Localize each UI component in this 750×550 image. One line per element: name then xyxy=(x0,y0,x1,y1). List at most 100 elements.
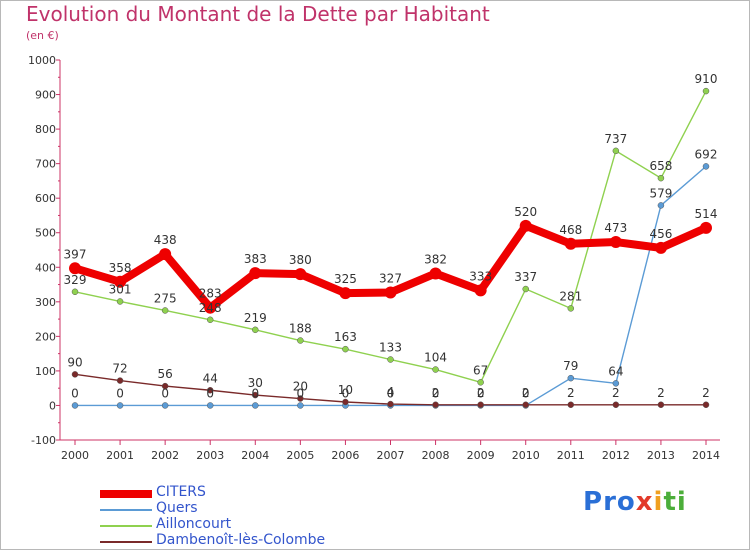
data-point xyxy=(206,316,214,324)
x-tick-label: 2012 xyxy=(602,449,630,462)
chart-unit: (en €) xyxy=(26,29,59,42)
y-tick-label: 700 xyxy=(35,158,56,171)
x-tick-label: 2004 xyxy=(241,449,269,462)
data-label: 329 xyxy=(64,273,87,287)
data-point xyxy=(116,377,124,384)
data-point xyxy=(342,398,349,406)
data-label: 0 xyxy=(387,386,395,400)
data-label: 281 xyxy=(559,289,582,303)
data-point xyxy=(567,305,575,312)
data-label: 2 xyxy=(612,386,620,400)
data-point xyxy=(342,345,349,353)
data-point xyxy=(702,401,710,409)
x-tick-label: 2005 xyxy=(286,449,314,462)
data-label: 337 xyxy=(514,270,537,284)
data-point xyxy=(161,402,169,409)
data-point xyxy=(474,284,487,297)
data-point xyxy=(657,174,665,182)
x-tick-label: 2008 xyxy=(422,449,450,462)
data-point xyxy=(612,401,620,409)
data-label: 219 xyxy=(244,311,267,325)
y-tick-label: 800 xyxy=(35,123,56,136)
data-label: 333 xyxy=(469,269,492,283)
data-point xyxy=(387,356,394,363)
data-point xyxy=(71,402,79,409)
x-tick-label: 2009 xyxy=(467,449,495,462)
data-point xyxy=(522,401,529,409)
data-point xyxy=(702,163,710,170)
data-point xyxy=(700,221,712,234)
data-label: 10 xyxy=(338,383,353,397)
data-point xyxy=(114,275,127,288)
y-tick-label: -100 xyxy=(31,434,56,447)
y-tick-label: 300 xyxy=(35,296,56,309)
data-label: 382 xyxy=(424,252,447,266)
legend-swatch xyxy=(100,509,152,511)
data-point xyxy=(294,268,307,281)
y-tick-label: 400 xyxy=(35,261,56,274)
legend-label: Ailloncourt xyxy=(156,516,232,532)
data-label: 67 xyxy=(473,363,488,377)
data-label: 0 xyxy=(116,386,124,400)
x-tick-label: 2002 xyxy=(151,449,179,462)
data-label: 520 xyxy=(514,205,537,219)
data-label: 737 xyxy=(604,132,627,146)
data-label: 325 xyxy=(334,272,357,286)
data-label: 163 xyxy=(334,330,357,344)
data-point xyxy=(522,285,529,293)
chart-title: Evolution du Montant de la Dette par Hab… xyxy=(26,2,490,26)
data-point xyxy=(384,286,397,299)
data-label: 2 xyxy=(432,386,440,400)
y-tick-label: 1000 xyxy=(28,54,56,67)
data-point xyxy=(702,87,710,95)
data-point xyxy=(252,326,259,334)
x-tick-label: 2001 xyxy=(106,449,134,462)
y-tick-label: 600 xyxy=(35,192,56,205)
data-point xyxy=(161,307,169,314)
x-tick-label: 2013 xyxy=(647,449,675,462)
logo-letter: t xyxy=(663,487,677,517)
data-point xyxy=(612,147,620,155)
data-label: 72 xyxy=(112,362,127,376)
data-label: 358 xyxy=(109,261,132,275)
x-tick-label: 2010 xyxy=(512,449,540,462)
data-point xyxy=(206,402,214,409)
data-label: 383 xyxy=(244,252,267,266)
data-point xyxy=(339,287,352,300)
data-point xyxy=(477,401,484,409)
x-tick-label: 2007 xyxy=(377,449,405,462)
data-point xyxy=(206,387,214,394)
data-point xyxy=(567,401,575,409)
data-label: 0 xyxy=(251,386,259,400)
data-point xyxy=(657,202,665,209)
data-label: 514 xyxy=(695,207,718,221)
data-label: 2 xyxy=(657,386,665,400)
data-point xyxy=(477,379,484,386)
data-label: 20 xyxy=(293,380,308,394)
data-point xyxy=(432,366,439,373)
data-label: 79 xyxy=(563,359,578,373)
data-point xyxy=(116,402,124,409)
data-point xyxy=(297,395,304,402)
data-label: 2 xyxy=(522,386,530,400)
data-label: 473 xyxy=(604,221,627,235)
data-point xyxy=(519,219,532,232)
data-label: 4 xyxy=(387,385,395,399)
data-label: 44 xyxy=(203,371,218,385)
data-label: 56 xyxy=(158,367,173,381)
legend-swatch xyxy=(100,490,152,498)
data-label: 0 xyxy=(297,386,305,400)
data-label: 438 xyxy=(154,233,177,247)
data-point xyxy=(71,288,79,296)
data-label: 30 xyxy=(248,376,263,390)
proxiti-logo: Proxiti xyxy=(583,487,687,517)
data-point xyxy=(654,241,667,254)
x-tick-label: 2011 xyxy=(557,449,585,462)
data-label: 692 xyxy=(695,147,718,161)
data-point xyxy=(159,248,172,261)
y-tick-label: 200 xyxy=(35,330,56,343)
data-label: 397 xyxy=(64,247,87,261)
data-label: 0 xyxy=(161,386,169,400)
data-point xyxy=(609,236,622,249)
legend-label: CITERS xyxy=(156,484,206,500)
